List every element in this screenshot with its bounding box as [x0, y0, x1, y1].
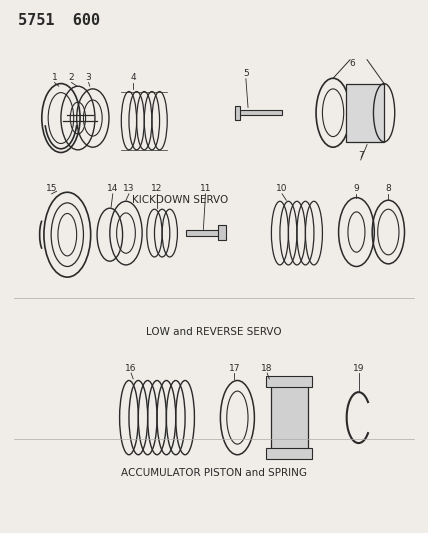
Bar	[271, 379, 308, 456]
Text: 9: 9	[354, 184, 360, 193]
Text: 17: 17	[229, 364, 240, 373]
Bar	[346, 84, 384, 142]
Text: 3: 3	[86, 73, 92, 82]
Text: 7: 7	[358, 151, 363, 160]
Text: 16: 16	[125, 364, 137, 373]
Text: 11: 11	[200, 184, 211, 193]
Bar	[218, 225, 226, 240]
Text: 15: 15	[46, 184, 57, 193]
Bar	[186, 230, 225, 236]
Text: 8: 8	[386, 184, 391, 193]
Text: ACCUMULATOR PISTON and SPRING: ACCUMULATOR PISTON and SPRING	[121, 468, 307, 478]
Text: 1: 1	[52, 73, 57, 82]
Bar	[235, 107, 241, 119]
Text: 2: 2	[69, 73, 74, 82]
Text: 5: 5	[243, 69, 249, 78]
Text: 5751  600: 5751 600	[18, 13, 101, 28]
Bar	[266, 448, 312, 459]
Text: 18: 18	[262, 364, 273, 373]
Text: 4: 4	[131, 73, 136, 82]
Text: 13: 13	[123, 184, 135, 193]
Bar	[266, 376, 312, 387]
Text: 14: 14	[107, 184, 119, 193]
Text: KICKDOWN SERVO: KICKDOWN SERVO	[132, 195, 228, 205]
Text: 10: 10	[276, 184, 288, 193]
Bar	[235, 110, 282, 115]
Text: 12: 12	[151, 184, 162, 193]
Text: 6: 6	[349, 59, 355, 68]
Text: 19: 19	[353, 364, 364, 373]
Text: LOW and REVERSE SERVO: LOW and REVERSE SERVO	[146, 327, 282, 337]
